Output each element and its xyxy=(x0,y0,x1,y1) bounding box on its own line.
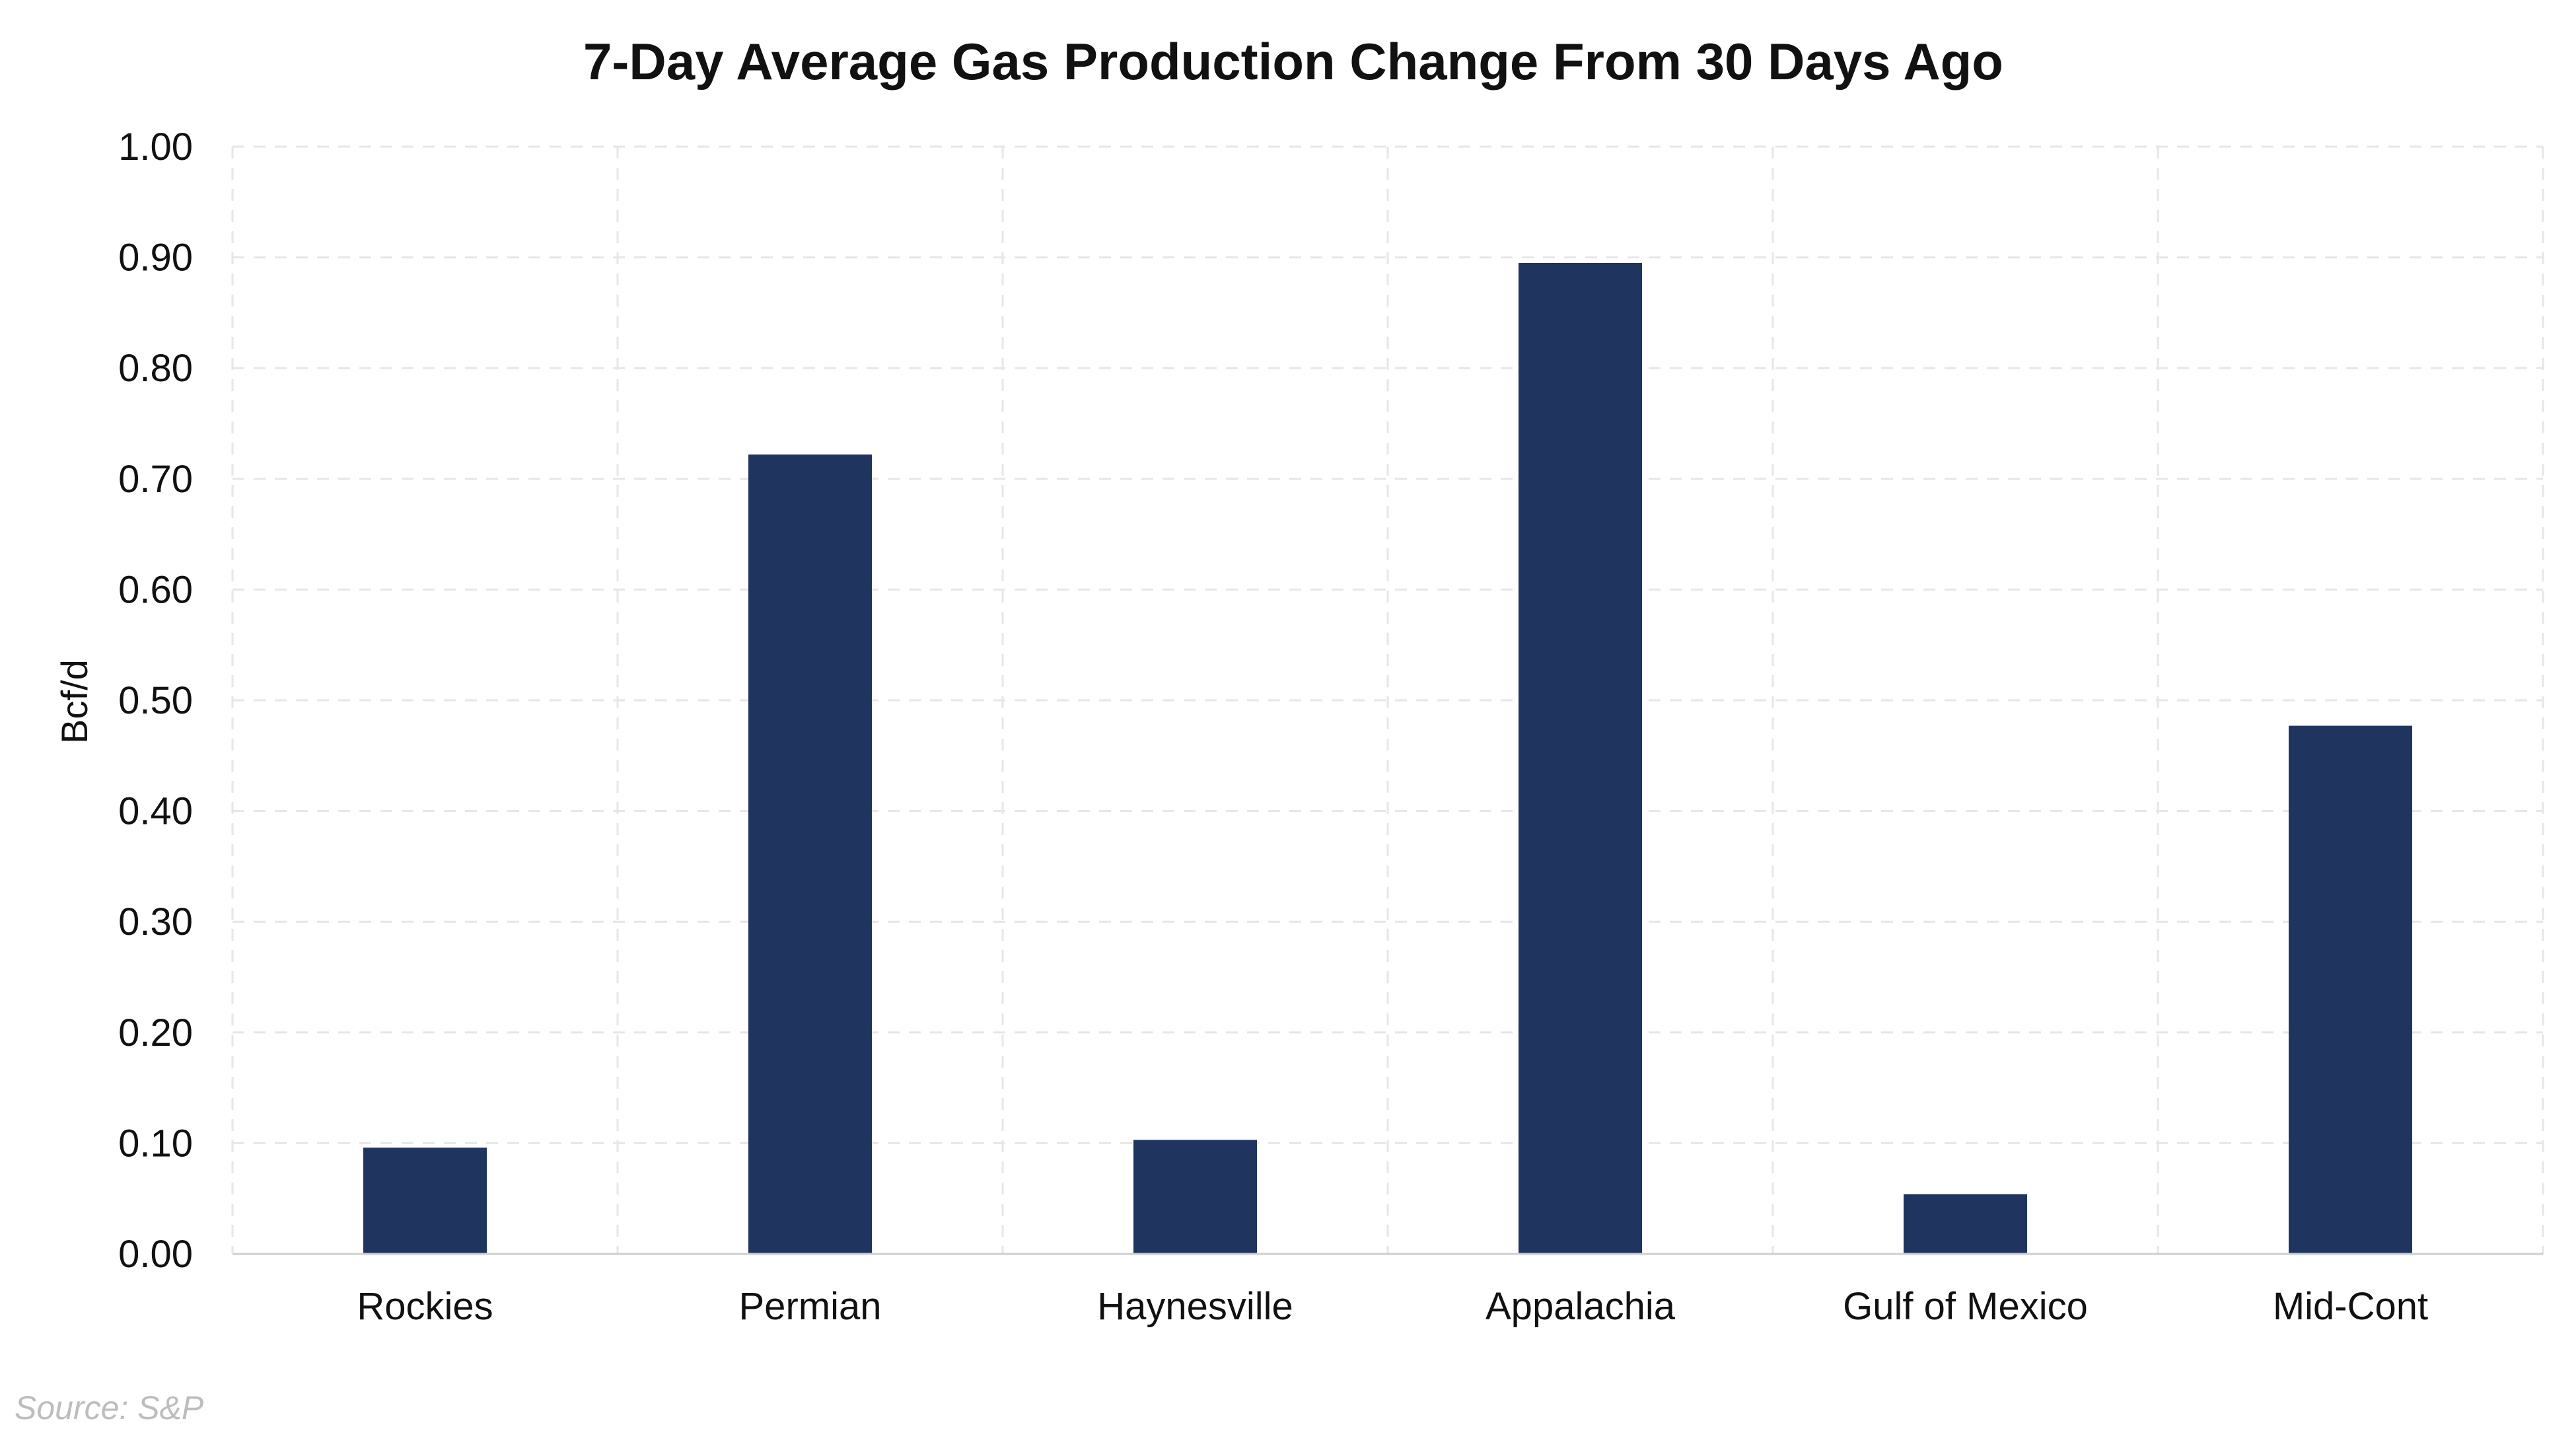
y-tick-label: 1.00 xyxy=(118,126,193,168)
y-tick-label: 0.00 xyxy=(118,1233,193,1276)
x-tick-label: Permian xyxy=(739,1285,882,1328)
bar xyxy=(2289,725,2412,1254)
x-tick-label: Haynesville xyxy=(1097,1285,1293,1328)
gridlines xyxy=(231,145,2544,1254)
bar xyxy=(748,454,872,1254)
bar xyxy=(363,1148,487,1254)
y-tick-label: 0.80 xyxy=(118,347,193,390)
chart-title: 7-Day Average Gas Production Change From… xyxy=(583,32,2003,91)
y-tick-label: 0.70 xyxy=(118,458,193,501)
bar xyxy=(1133,1140,1257,1254)
source-note: Source: S&P xyxy=(15,1389,204,1426)
x-tick-label: Mid-Cont xyxy=(2273,1285,2428,1328)
x-axis-tick-labels: Rockies Permian Haynesville Appalachia Gulf … xyxy=(357,1285,2428,1328)
y-axis-tick-labels: 0.00 0.10 0.20 0.30 0.40 0.50 0.60 0.70 0.80 0.90… xyxy=(118,126,193,1276)
x-tick-label: Gulf of Mexico xyxy=(1843,1285,2088,1328)
y-tick-label: 0.10 xyxy=(118,1122,193,1165)
bars xyxy=(363,262,2412,1255)
y-tick-label: 0.90 xyxy=(118,237,193,279)
x-tick-label: Appalachia xyxy=(1485,1285,1676,1328)
bar xyxy=(1904,1194,2027,1254)
y-axis-title: Bcf/d xyxy=(54,659,95,744)
y-tick-label: 0.50 xyxy=(118,679,193,722)
y-tick-label: 0.30 xyxy=(118,900,193,943)
y-tick-label: 0.40 xyxy=(118,790,193,833)
y-tick-label: 0.60 xyxy=(118,568,193,611)
bar xyxy=(1519,262,1642,1255)
x-tick-label: Rockies xyxy=(357,1285,493,1328)
y-tick-label: 0.20 xyxy=(118,1011,193,1054)
